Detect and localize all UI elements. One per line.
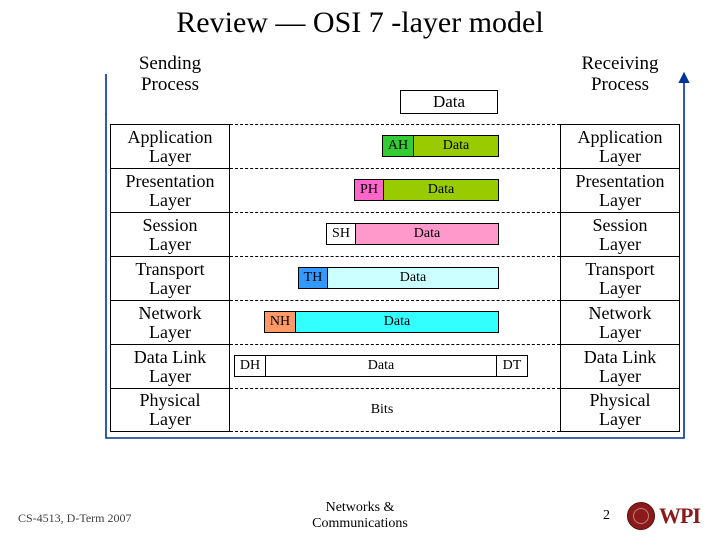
sending-layer-5: Data LinkLayer	[110, 344, 230, 388]
receiving-layer-5: Data LinkLayer	[560, 344, 680, 388]
pdu-3-seg-1: Data	[327, 267, 499, 289]
receiving-layer-2: SessionLayer	[560, 212, 680, 256]
sending-layer-1: PresentationLayer	[110, 168, 230, 212]
pdu-0-seg-1: Data	[413, 135, 499, 157]
pdu-6-seg-0: Bits	[234, 399, 530, 421]
pdu-row-5: DHDataDT	[234, 355, 528, 377]
sending-layer-4: NetworkLayer	[110, 300, 230, 344]
pdu-row-3: THData	[298, 267, 499, 289]
wpi-text: WPI	[659, 503, 700, 529]
pdu-5-seg-2: DT	[496, 355, 528, 377]
receiving-layer-1: PresentationLayer	[560, 168, 680, 212]
pdu-row-0: AHData	[382, 135, 499, 157]
sending-layer-2: SessionLayer	[110, 212, 230, 256]
pdu-5-seg-0: DH	[234, 355, 266, 377]
sending-layer-0: ApplicationLayer	[110, 124, 230, 168]
receiving-layer-3: TransportLayer	[560, 256, 680, 300]
wpi-logo: WPI	[627, 502, 700, 530]
receiving-layer-0: ApplicationLayer	[560, 124, 680, 168]
pdu-row-2: SHData	[326, 223, 499, 245]
sending-layer-3: TransportLayer	[110, 256, 230, 300]
page-number: 2	[603, 508, 610, 524]
pdu-row-1: PHData	[354, 179, 499, 201]
receiving-layer-6: PhysicalLayer	[560, 388, 680, 432]
receiving-layer-4: NetworkLayer	[560, 300, 680, 344]
wpi-seal-icon	[627, 502, 655, 530]
pdu-row-4: NHData	[264, 311, 499, 333]
sending-process-label: SendingProcess	[118, 54, 222, 96]
pdu-2-seg-0: SH	[326, 223, 356, 245]
pdu-1-seg-1: Data	[383, 179, 499, 201]
pdu-3-seg-0: TH	[298, 267, 328, 289]
pdu-4-seg-0: NH	[264, 311, 296, 333]
receiving-process-label: ReceivingProcess	[568, 54, 672, 96]
slide-title: Review — OSI 7 -layer model	[0, 6, 720, 40]
top-data-box: Data	[400, 90, 498, 114]
footer-title: Networks &Communications	[0, 500, 720, 532]
pdu-5-seg-1: Data	[265, 355, 497, 377]
pdu-1-seg-0: PH	[354, 179, 384, 201]
sending-layer-6: PhysicalLayer	[110, 388, 230, 432]
pdu-0-seg-0: AH	[382, 135, 414, 157]
pdu-2-seg-1: Data	[355, 223, 499, 245]
pdu-4-seg-1: Data	[295, 311, 499, 333]
pdu-row-6: Bits	[234, 399, 530, 421]
